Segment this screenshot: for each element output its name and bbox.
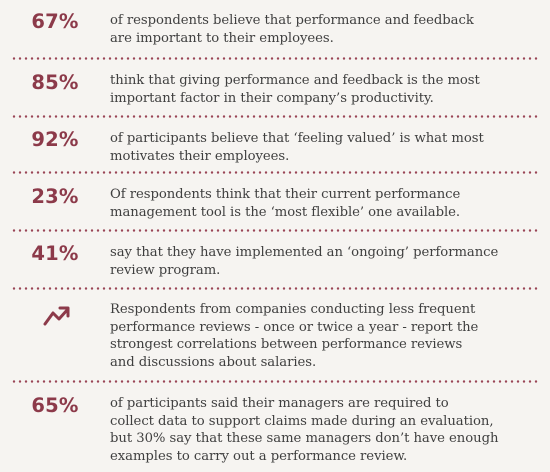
stat-description-line: say that they have implemented an ‘ongoi… — [110, 245, 499, 260]
stat-description: think that giving performance and feedba… — [110, 72, 538, 107]
stat-description: of respondents believe that performance … — [110, 12, 538, 47]
stat-description-line: of participants said their managers are … — [110, 396, 449, 411]
dotted-divider — [11, 380, 540, 383]
stat-description-line: Of respondents think that their current … — [110, 187, 461, 202]
trend-up-icon — [43, 306, 70, 326]
stat-description-line: motivates their employees. — [110, 148, 290, 164]
stat-value: 23% — [31, 185, 79, 208]
stat-description-line: collect data to support claims made duri… — [110, 413, 494, 429]
stat-description: of participants said their managers are … — [110, 395, 538, 465]
stat-value: 65% — [31, 394, 79, 417]
dotted-divider — [11, 57, 540, 60]
stat-description: say that they have implemented an ‘ongoi… — [110, 244, 538, 279]
stat-description-line: performance reviews - once or twice a ye… — [110, 319, 479, 335]
stat-description-line: but 30% say that these same managers don… — [110, 431, 499, 446]
stat-description-line: review program. — [110, 262, 221, 278]
stat-description: Of respondents think that their current … — [110, 186, 538, 221]
stat-description-line: examples to carry out a performance revi… — [110, 448, 408, 464]
dotted-divider — [11, 171, 540, 174]
stat-description: of participants believe that ‘feeling va… — [110, 130, 538, 165]
stat-description-line: and discussions about salaries. — [110, 354, 317, 370]
stat-description-line: strongest correlations between performan… — [110, 337, 463, 352]
stat-value: 41% — [31, 242, 79, 265]
dotted-divider — [11, 229, 540, 232]
stat-value: 85% — [31, 71, 79, 94]
dotted-divider — [11, 287, 540, 290]
stat-description-line: Respondents from companies conducting le… — [110, 302, 476, 317]
stat-value: 92% — [31, 128, 79, 151]
stat-description: Respondents from companies conducting le… — [110, 301, 538, 371]
stat-value: 67% — [31, 10, 79, 33]
stat-description-line: important factor in their company’s prod… — [110, 90, 434, 106]
stat-description-line: management tool is the ‘most flexible’ o… — [110, 204, 461, 220]
stat-description-line: think that giving performance and feedba… — [110, 73, 480, 88]
stat-description-line: of respondents believe that performance … — [110, 13, 474, 28]
stat-description-line: are important to their employees. — [110, 30, 334, 46]
stat-description-line: of participants believe that ‘feeling va… — [110, 131, 484, 146]
dotted-divider — [11, 115, 540, 118]
